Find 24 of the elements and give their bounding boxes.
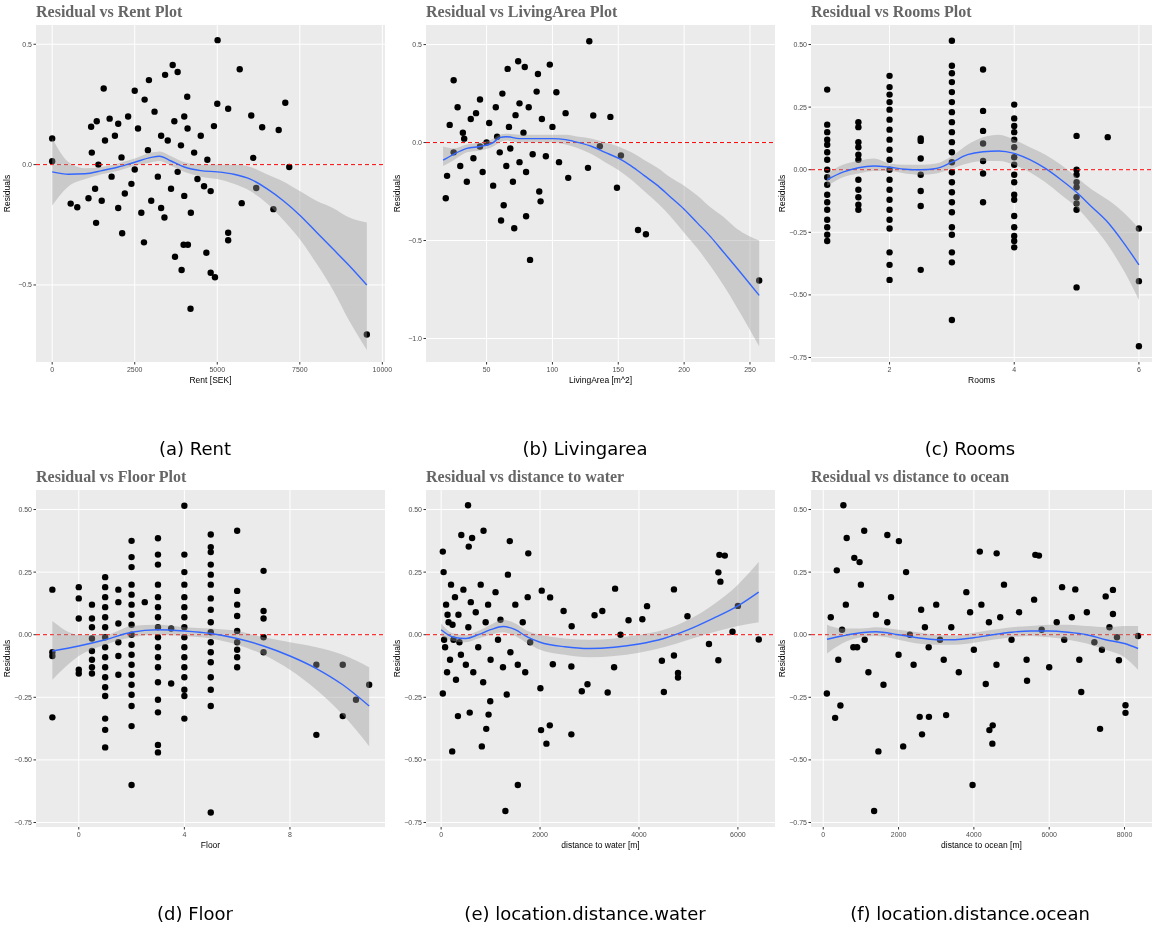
y-axis-title: Residuals (392, 639, 402, 678)
y-axis-title: Residuals (777, 639, 787, 678)
x-axis-title: LivingArea [m^2] (568, 375, 633, 385)
text: (a) Rent (158, 438, 232, 459)
chart-title: Residual vs Rooms Plot (811, 3, 973, 20)
x-axis-title: distance to water [m] (561, 840, 640, 850)
y-axis-title: Residuals (2, 174, 12, 213)
chart-title: Residual vs distance to ocean (811, 468, 1010, 485)
y-axis-title: Residuals (777, 174, 787, 213)
y-axis-title: Residuals (2, 639, 12, 678)
chart-title: Residual vs Floor Plot (36, 468, 188, 485)
x-axis-title: Rent [SEK] (189, 375, 232, 385)
chart-title: Residual vs distance to water (426, 468, 625, 485)
x-axis-title: Floor (200, 840, 221, 850)
text: (e) location.distance.water (464, 903, 707, 924)
text: (f) location.distance.ocean (850, 903, 1090, 924)
x-axis-title: Rooms (968, 375, 995, 385)
text: (b) Livingarea (522, 438, 648, 459)
text: (d) Floor (157, 903, 234, 924)
y-axis-title: Residuals (392, 174, 402, 213)
x-axis-title: distance to ocean [m] (941, 840, 1022, 850)
chart-title: Residual vs Rent Plot (36, 3, 183, 20)
text: (c) Rooms (924, 438, 1016, 459)
chart-title: Residual vs LivingArea Plot (426, 3, 618, 21)
